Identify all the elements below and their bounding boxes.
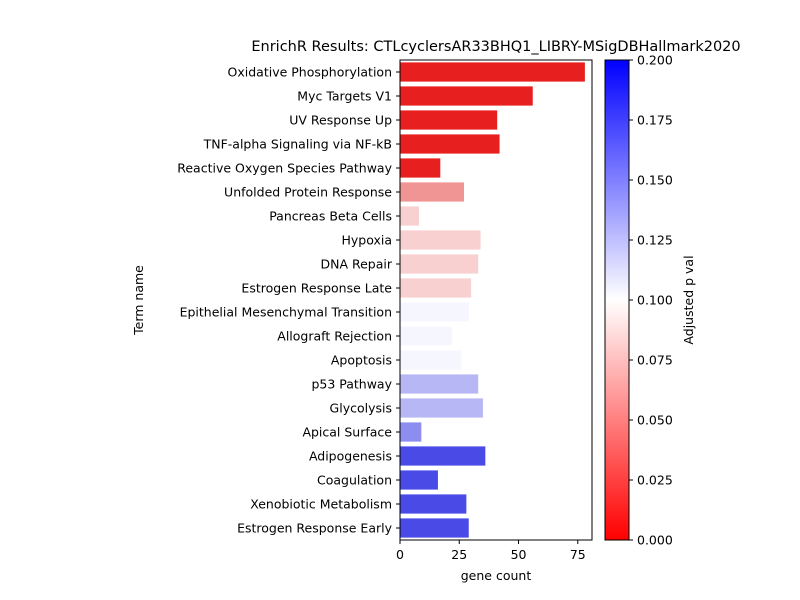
y-tick-label: Glycolysis <box>330 401 392 416</box>
x-axis-label: gene count <box>461 568 532 583</box>
bar-uv-response-up <box>400 110 498 130</box>
x-ticks: 0 25 50 75 <box>396 540 586 562</box>
y-tick-label: Unfolded Protein Response <box>224 185 392 200</box>
y-tick-label: Hypoxia <box>341 233 392 248</box>
y-tick-label: Apical Surface <box>302 425 392 440</box>
bar-estrogen-response-early <box>400 518 469 538</box>
y-tick-label: Epithelial Mesenchymal Transition <box>180 305 392 320</box>
y-tick-label: Adipogenesis <box>309 449 392 464</box>
bar-hypoxia <box>400 230 481 250</box>
colorbar-tick-label: 0.075 <box>637 353 673 368</box>
y-tick-labels: Oxidative Phosphorylation Myc Targets V1 U… <box>177 65 400 536</box>
y-tick-label: Estrogen Response Early <box>237 521 393 536</box>
y-tick-label: Pancreas Beta Cells <box>269 209 392 224</box>
y-tick-label: Estrogen Response Late <box>241 281 392 296</box>
y-tick-label: UV Response Up <box>289 113 392 128</box>
bar-estrogen-response-late <box>400 278 472 298</box>
y-tick-label: Oxidative Phosphorylation <box>228 65 392 80</box>
chart-title: EnrichR Results: CTLcyclersAR33BHQ1_LIBR… <box>251 39 740 55</box>
colorbar-tick-label: 0.000 <box>637 533 673 548</box>
bar-reactive-oxygen-species-pathway <box>400 158 441 178</box>
bar-dna-repair <box>400 254 479 274</box>
y-tick-label: Allograft Rejection <box>277 329 392 344</box>
colorbar-tick-label: 0.025 <box>637 473 673 488</box>
bar-xenobiotic-metabolism <box>400 494 467 514</box>
y-tick-label: TNF-alpha Signaling via NF-kB <box>203 137 392 152</box>
bars-group <box>400 62 585 538</box>
colorbar-tick-label: 0.125 <box>637 233 673 248</box>
y-tick-label: Reactive Oxygen Species Pathway <box>177 161 392 176</box>
bar-unfolded-protein-response <box>400 182 464 202</box>
colorbar-tick-label: 0.200 <box>637 53 673 68</box>
x-tick-label: 0 <box>396 547 404 562</box>
y-axis-label: Term name <box>131 265 146 336</box>
bar-p53-pathway <box>400 374 479 394</box>
bar-coagulation <box>400 470 438 490</box>
bar-epithelial-mesenchymal-transition <box>400 302 469 322</box>
bar-tnf-alpha-signaling-via-nf-kb <box>400 134 500 154</box>
colorbar-tick-label: 0.100 <box>637 293 673 308</box>
x-tick-label: 75 <box>570 547 586 562</box>
y-tick-label: p53 Pathway <box>311 377 392 392</box>
bar-adipogenesis <box>400 446 486 466</box>
bar-myc-targets-v1 <box>400 86 533 106</box>
y-tick-label: Myc Targets V1 <box>297 89 392 104</box>
y-tick-label: Apoptosis <box>331 353 392 368</box>
y-tick-label: Coagulation <box>317 473 392 488</box>
bar-allograft-rejection <box>400 326 453 346</box>
colorbar-ticks: 0.000 0.025 0.050 0.075 0.100 0.125 0.150 0.175… <box>629 53 673 548</box>
x-tick-label: 50 <box>511 547 527 562</box>
bar-oxidative-phosphorylation <box>400 62 585 82</box>
colorbar-tick-label: 0.150 <box>637 173 673 188</box>
colorbar-tick-label: 0.175 <box>637 113 673 128</box>
x-tick-label: 25 <box>451 547 467 562</box>
bar-glycolysis <box>400 398 483 418</box>
bar-apical-surface <box>400 422 422 442</box>
y-tick-label: Xenobiotic Metabolism <box>250 497 392 512</box>
y-tick-label: DNA Repair <box>320 257 392 272</box>
colorbar <box>604 59 630 541</box>
bar-pancreas-beta-cells <box>400 206 419 226</box>
colorbar-label: Adjusted p val <box>681 255 696 344</box>
bar-apoptosis <box>400 350 462 370</box>
colorbar-tick-label: 0.050 <box>637 413 673 428</box>
plot-frame <box>399 59 593 541</box>
